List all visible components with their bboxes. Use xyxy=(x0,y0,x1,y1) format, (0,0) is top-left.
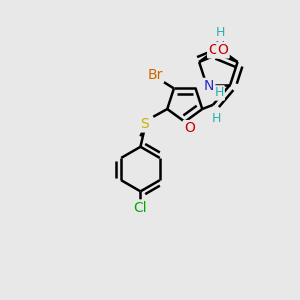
Text: Br: Br xyxy=(148,68,163,82)
Text: N: N xyxy=(215,40,225,54)
Text: O: O xyxy=(218,43,228,57)
Text: H: H xyxy=(214,86,224,99)
Text: O: O xyxy=(208,43,219,57)
Text: H: H xyxy=(211,112,221,125)
Text: O: O xyxy=(184,121,195,135)
Text: N: N xyxy=(204,79,214,93)
Text: S: S xyxy=(141,117,149,131)
Text: Cl: Cl xyxy=(134,201,147,215)
Text: H: H xyxy=(215,26,225,39)
